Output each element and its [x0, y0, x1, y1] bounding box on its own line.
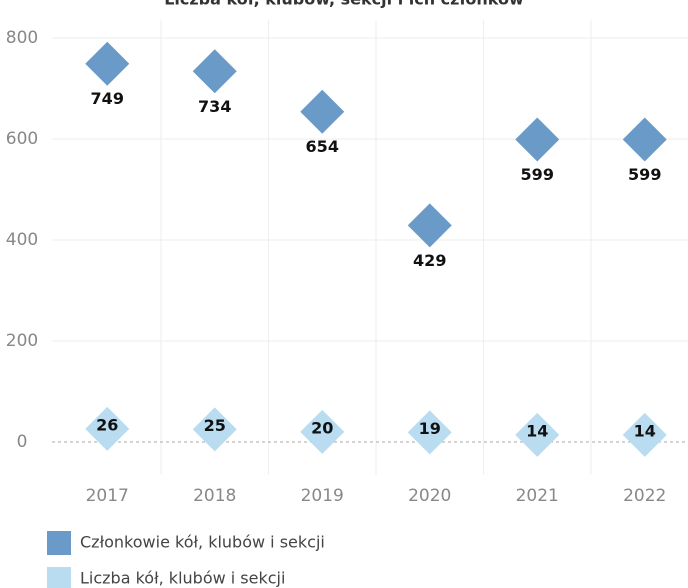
legend-swatch — [47, 531, 71, 555]
x-tick-label: 2019 — [301, 486, 344, 506]
diamond-marker — [192, 49, 237, 94]
diamond-marker — [300, 89, 345, 134]
x-tick-label: 2020 — [408, 486, 451, 506]
diamond-marker — [515, 412, 560, 457]
legend-label: Członkowie kół, klubów i sekcji — [80, 533, 325, 552]
data-label: 14 — [634, 421, 656, 440]
data-label: 599 — [628, 165, 661, 184]
diamond-marker — [407, 410, 452, 455]
legend-label: Liczba kół, klubów i sekcji — [80, 569, 285, 588]
diamond-marker — [85, 41, 130, 86]
diamond-marker — [622, 117, 667, 162]
y-tick-label: 0 — [17, 432, 28, 452]
data-label: 20 — [311, 418, 333, 437]
y-tick-label: 800 — [6, 28, 38, 48]
y-tick-label: 600 — [6, 129, 38, 149]
diamond-marker — [192, 407, 237, 452]
data-label: 429 — [413, 251, 446, 270]
data-label: 749 — [91, 89, 124, 108]
y-tick-label: 200 — [6, 331, 38, 351]
data-label: 599 — [521, 165, 554, 184]
diamond-marker — [300, 409, 345, 454]
legend-swatch — [47, 567, 71, 588]
y-tick-label: 400 — [6, 230, 38, 250]
x-tick-label: 2022 — [623, 486, 666, 506]
diamond-marker — [622, 412, 667, 457]
diamond-marker — [85, 406, 130, 451]
diamond-marker — [515, 117, 560, 162]
data-label: 25 — [204, 416, 226, 435]
x-tick-label: 2017 — [86, 486, 129, 506]
chart-title: Liczba kół, klubów, sekcji i ich członkó… — [164, 0, 524, 9]
data-label: 26 — [96, 415, 118, 434]
data-label: 14 — [526, 421, 548, 440]
diamond-marker — [407, 203, 452, 248]
data-label: 19 — [419, 419, 441, 438]
data-label: 654 — [306, 137, 339, 156]
x-tick-label: 2021 — [516, 486, 559, 506]
x-tick-label: 2018 — [193, 486, 236, 506]
data-label: 734 — [198, 97, 231, 116]
